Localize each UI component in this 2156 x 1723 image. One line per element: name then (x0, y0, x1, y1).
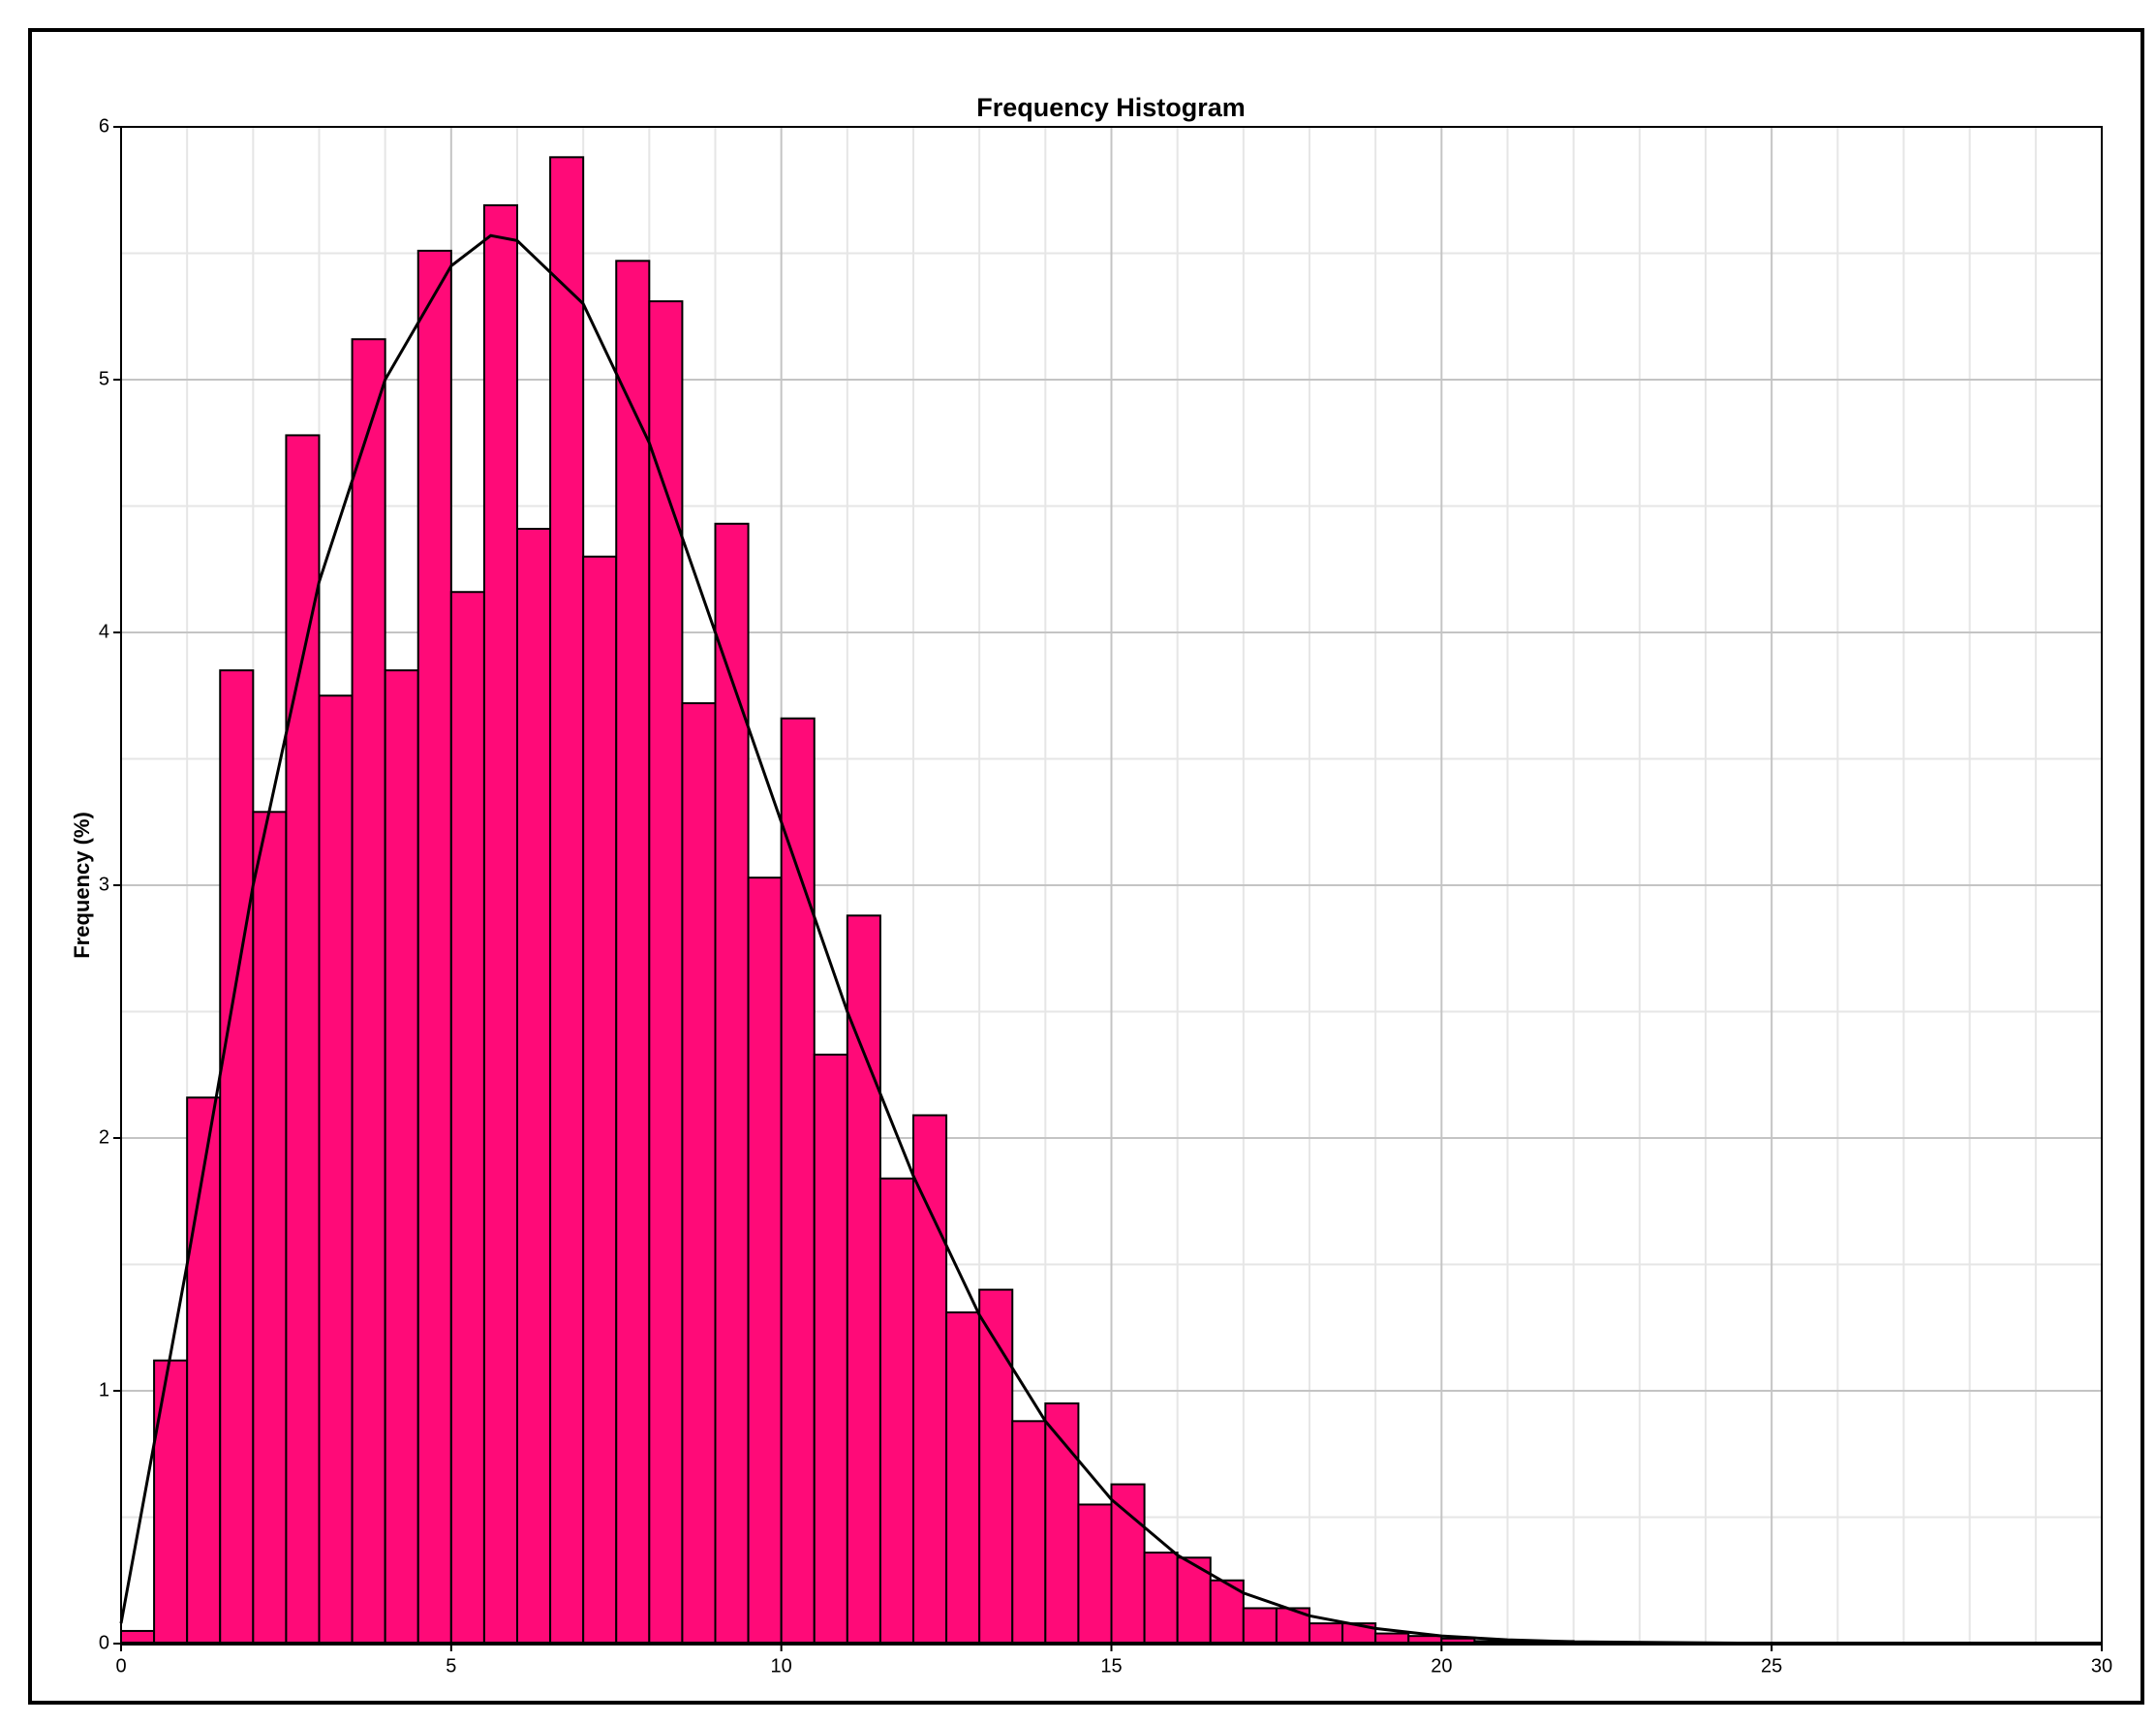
fit-curve (119, 233, 2103, 1646)
y-tick-label: 6 (99, 115, 109, 137)
bar (1044, 1402, 1080, 1646)
bar (318, 694, 354, 1645)
bar (714, 522, 750, 1645)
x-tick-label: 30 (2091, 1655, 2112, 1677)
bar (416, 249, 452, 1645)
bar (945, 1311, 981, 1645)
y-tick-label: 5 (99, 368, 109, 389)
bar (681, 702, 717, 1645)
bar (813, 1053, 848, 1645)
bar (449, 591, 485, 1645)
bar (285, 434, 321, 1645)
bar (582, 555, 618, 1646)
bar (482, 203, 518, 1645)
bar (1110, 1483, 1146, 1645)
chart-title: Frequency Histogram (976, 93, 1246, 122)
x-tick-label: 20 (1431, 1655, 1452, 1677)
bar (747, 877, 783, 1645)
x-tick-label: 15 (1100, 1655, 1122, 1677)
y-tick-label: 1 (99, 1379, 109, 1400)
bar (516, 527, 552, 1645)
bar (780, 717, 816, 1645)
y-tick-label: 4 (99, 621, 109, 642)
x-tick-label: 5 (446, 1655, 456, 1677)
bar (219, 669, 255, 1645)
x-tick-label: 25 (1761, 1655, 1782, 1677)
bar (1077, 1503, 1113, 1645)
bar (878, 1177, 915, 1645)
bar (1143, 1552, 1179, 1646)
y-tick-label: 2 (99, 1126, 109, 1148)
bar (615, 260, 651, 1646)
bar (912, 1114, 948, 1645)
x-tick-label: 0 (115, 1655, 126, 1677)
y-tick-label: 3 (99, 874, 109, 895)
y-tick-label: 0 (99, 1632, 109, 1653)
bar (252, 811, 288, 1645)
bar (153, 1359, 189, 1646)
bar (1309, 1622, 1344, 1645)
y-axis-label: Frequency (%) (70, 812, 94, 959)
bar (384, 669, 419, 1645)
bar (351, 338, 386, 1645)
x-tick-label: 10 (771, 1655, 792, 1677)
bar (1242, 1607, 1278, 1645)
bar (186, 1096, 222, 1645)
bar (549, 156, 585, 1646)
bar (1011, 1420, 1047, 1645)
bar (648, 300, 684, 1646)
